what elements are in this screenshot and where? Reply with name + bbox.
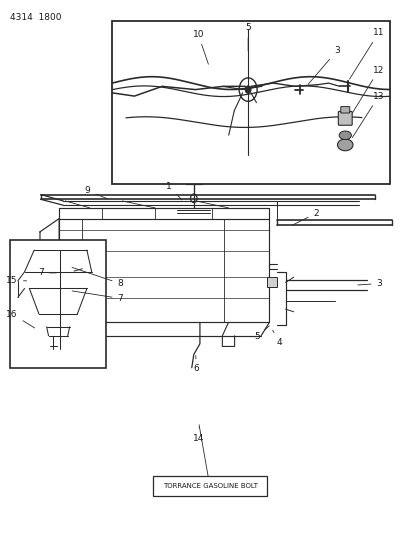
Ellipse shape [337,139,353,151]
Text: 2: 2 [292,209,319,225]
Text: 7: 7 [72,291,123,303]
Text: 6: 6 [193,356,199,373]
Text: 15: 15 [7,276,27,285]
Text: 5: 5 [254,326,269,341]
Text: 7: 7 [38,269,56,277]
Text: 1: 1 [166,182,182,200]
Bar [267,277,277,287]
Text: 14: 14 [193,427,205,442]
Bar [112,21,390,184]
Text: 5: 5 [245,23,251,51]
Text: TORRANCE GASOLINE BOLT: TORRANCE GASOLINE BOLT [163,483,257,489]
Text: 4314  1800: 4314 1800 [10,13,62,22]
Bar [10,240,106,368]
Text: 9: 9 [85,187,108,199]
Text: 16: 16 [7,310,35,328]
Circle shape [245,86,251,93]
Text: 12: 12 [352,66,384,113]
Text: 10: 10 [193,30,208,64]
Text: 8: 8 [72,268,123,288]
Text: 11: 11 [350,28,384,79]
Text: 3: 3 [358,279,382,288]
FancyBboxPatch shape [341,107,350,113]
Bar [153,476,267,496]
Text: 13: 13 [352,92,384,138]
Text: 3: 3 [308,46,340,84]
Ellipse shape [339,131,351,140]
Text: 4: 4 [273,330,282,346]
FancyBboxPatch shape [338,111,352,125]
